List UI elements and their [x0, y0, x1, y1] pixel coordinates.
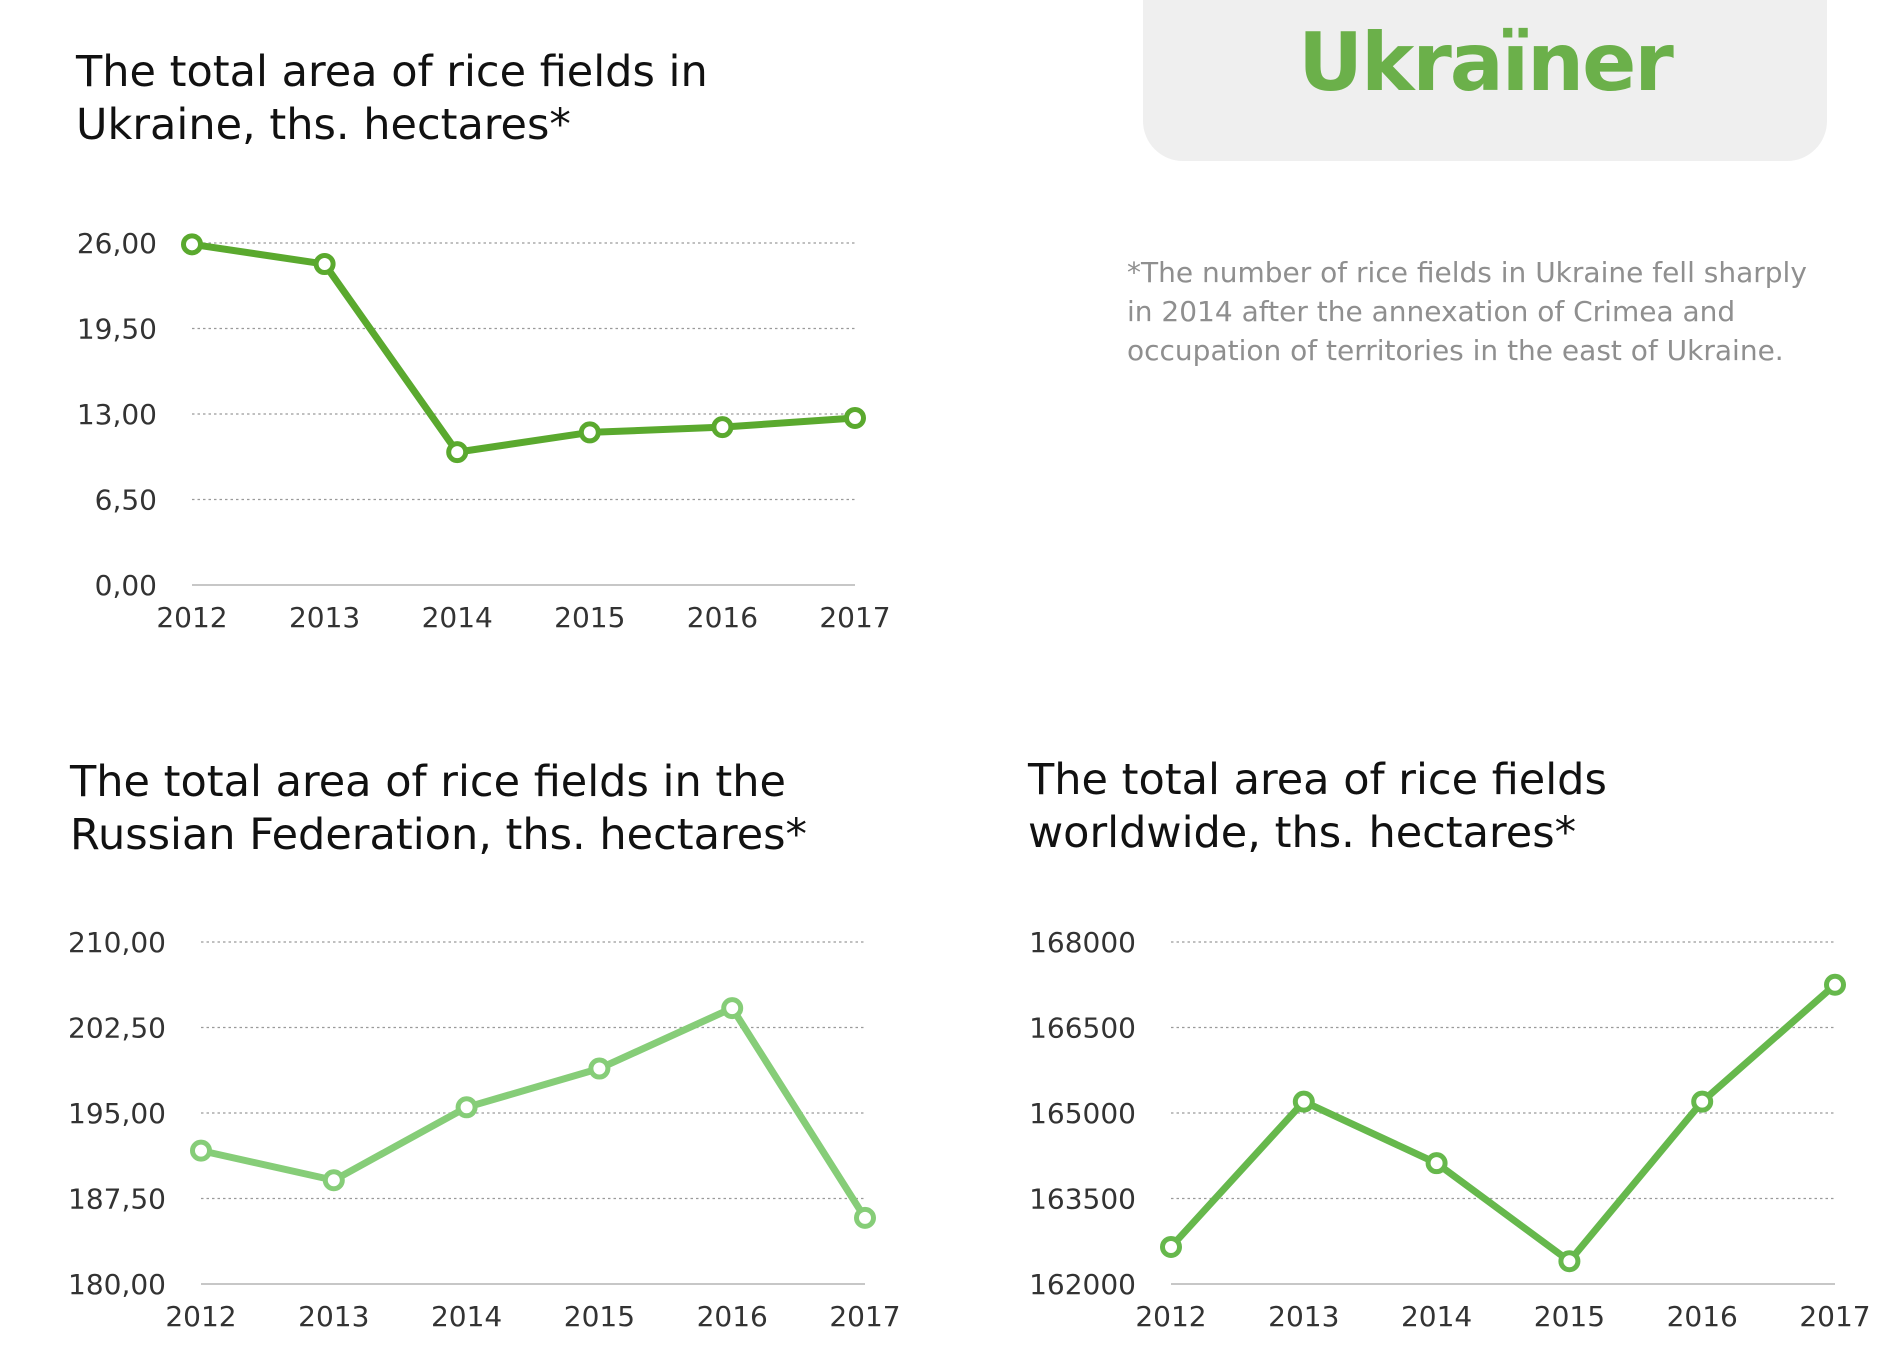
data-point: [588, 1057, 611, 1080]
series-line: [197, 1004, 869, 1222]
brand-logo: Ukraïner: [1298, 16, 1674, 109]
x-tick-label: 2013: [1268, 1300, 1339, 1333]
chart-title-line-1: The total area of rice fields in the: [70, 757, 786, 807]
data-point: [1425, 1152, 1448, 1175]
data-point: [854, 1206, 876, 1229]
y-tick-label: 163500: [1029, 1183, 1136, 1216]
x-tick-label: 2014: [422, 601, 493, 634]
y-tick-label: 168000: [1029, 926, 1136, 959]
y-tick-label: 162000: [1029, 1268, 1136, 1301]
chart-title-world: The total area of rice fields worldwide,…: [1028, 754, 1607, 860]
data-point: [578, 421, 601, 444]
logo-panel: Ukraïner: [1143, 0, 1827, 161]
x-tick-label: 2013: [289, 601, 360, 634]
y-tick-label: 180,00: [68, 1268, 166, 1301]
x-tick-label: 2012: [156, 601, 227, 634]
x-tick-label: 2015: [554, 601, 625, 634]
data-point: [1691, 1090, 1714, 1113]
y-tick-label: 19,50: [77, 313, 157, 346]
x-tick-label: 2012: [1135, 1300, 1206, 1333]
data-point: [721, 997, 744, 1020]
data-point: [181, 233, 203, 256]
x-tick-label: 2013: [298, 1300, 369, 1333]
data-point: [322, 1169, 345, 1192]
y-tick-label: 210,00: [68, 926, 166, 959]
data-point: [1292, 1090, 1315, 1113]
x-tick-label: 2015: [1534, 1300, 1605, 1333]
data-point: [313, 253, 336, 276]
chart-title-line-2: worldwide, ths. hectares*: [1028, 808, 1577, 858]
x-tick-label: 2017: [829, 1300, 900, 1333]
x-tick-label: 2017: [819, 601, 890, 634]
y-tick-label: 195,00: [68, 1097, 166, 1130]
data-point: [190, 1139, 212, 1162]
x-tick-label: 2016: [687, 601, 758, 634]
y-tick-label: 165000: [1029, 1097, 1136, 1130]
x-tick-label: 2017: [1799, 1300, 1870, 1333]
y-tick-label: 166500: [1029, 1012, 1136, 1045]
x-tick-label: 2016: [697, 1300, 768, 1333]
x-tick-label: 2014: [431, 1300, 502, 1333]
chart-title-line-2: Russian Federation, ths. hectares*: [70, 810, 808, 860]
y-tick-label: 13,00: [77, 398, 157, 431]
chart-title-line-1: The total area of rice fields in: [76, 47, 708, 97]
x-tick-label: 2015: [564, 1300, 635, 1333]
y-tick-label: 26,00: [77, 227, 157, 260]
chart-title-ukraine: The total area of rice fields in Ukraine…: [76, 46, 708, 152]
data-point: [844, 406, 866, 429]
y-tick-label: 187,50: [68, 1183, 166, 1216]
data-point: [711, 416, 734, 439]
series-line: [188, 240, 859, 456]
data-point: [1558, 1250, 1581, 1273]
data-point: [1824, 973, 1846, 996]
x-tick-label: 2014: [1401, 1300, 1472, 1333]
chart-title-line-2: Ukraine, ths. hectares*: [76, 100, 571, 150]
chart-title-russia: The total area of rice fields in the Rus…: [70, 756, 807, 862]
data-point: [455, 1096, 478, 1119]
x-tick-label: 2012: [165, 1300, 236, 1333]
y-tick-label: 202,50: [68, 1012, 166, 1045]
series-line: [1167, 981, 1839, 1265]
y-tick-label: 0,00: [95, 569, 157, 602]
x-tick-label: 2016: [1667, 1300, 1738, 1333]
chart-title-line-1: The total area of rice fields: [1028, 755, 1607, 805]
y-tick-label: 6,50: [95, 484, 157, 517]
data-point: [1160, 1235, 1182, 1258]
data-point: [446, 441, 469, 464]
footnote-text: *The number of rice fields in Ukraine fe…: [1127, 256, 1807, 367]
